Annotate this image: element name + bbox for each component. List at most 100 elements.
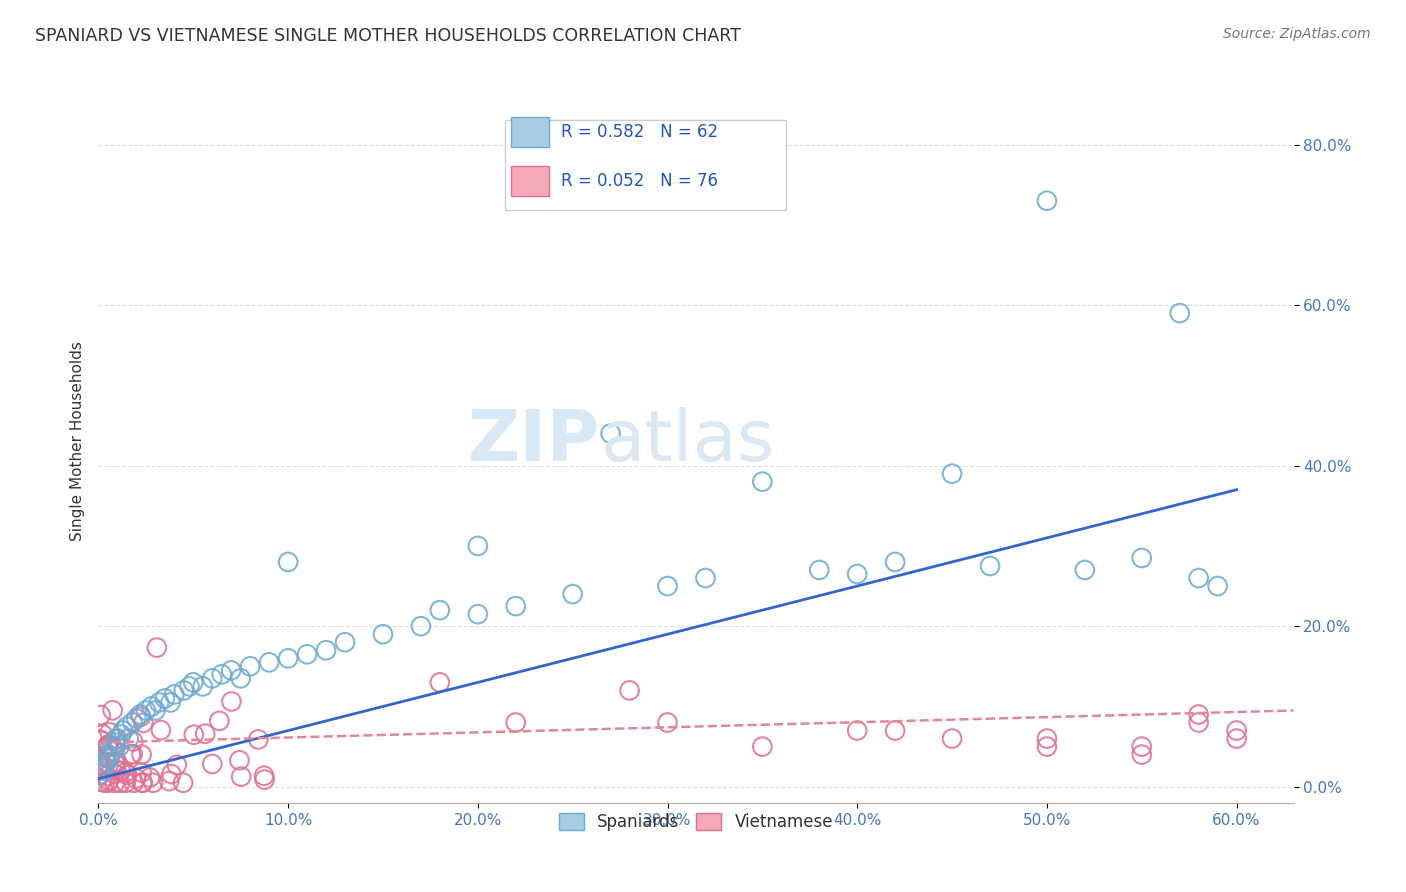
Point bbox=[163, 687, 186, 701]
Point bbox=[429, 603, 451, 617]
Point bbox=[98, 738, 121, 752]
Point bbox=[846, 567, 869, 582]
Point bbox=[172, 776, 194, 790]
Point bbox=[1206, 579, 1229, 593]
Point bbox=[110, 728, 132, 742]
Point bbox=[166, 757, 188, 772]
Text: ZIP: ZIP bbox=[468, 407, 600, 476]
Point bbox=[1130, 739, 1153, 754]
Point bbox=[94, 756, 117, 770]
Point bbox=[884, 555, 907, 569]
Point bbox=[125, 772, 148, 786]
Point bbox=[1226, 731, 1249, 746]
Point bbox=[467, 539, 489, 553]
Point bbox=[183, 728, 205, 742]
Point bbox=[90, 759, 112, 773]
Point bbox=[333, 635, 356, 649]
Point bbox=[257, 655, 280, 669]
Point bbox=[125, 712, 148, 726]
Point bbox=[115, 776, 138, 790]
Point bbox=[94, 748, 117, 763]
Text: SPANIARD VS VIETNAMESE SINGLE MOTHER HOUSEHOLDS CORRELATION CHART: SPANIARD VS VIETNAMESE SINGLE MOTHER HOU… bbox=[35, 27, 741, 45]
Point bbox=[221, 694, 243, 708]
Point bbox=[561, 587, 583, 601]
Point bbox=[1036, 739, 1059, 754]
Point bbox=[253, 769, 276, 783]
Y-axis label: Single Mother Households: Single Mother Households bbox=[69, 342, 84, 541]
Point bbox=[371, 627, 394, 641]
Text: atlas: atlas bbox=[600, 407, 775, 476]
Point bbox=[277, 651, 299, 665]
Point bbox=[1036, 731, 1059, 746]
Point bbox=[141, 699, 163, 714]
Point bbox=[115, 719, 138, 733]
Point bbox=[93, 776, 115, 790]
Point bbox=[89, 767, 111, 781]
Point bbox=[315, 643, 337, 657]
Point bbox=[201, 671, 224, 685]
Point bbox=[619, 683, 641, 698]
Point bbox=[142, 776, 165, 790]
Point bbox=[505, 715, 527, 730]
Point bbox=[148, 696, 170, 710]
Point bbox=[409, 619, 432, 633]
Point bbox=[429, 675, 451, 690]
Point bbox=[105, 755, 128, 769]
Point bbox=[131, 776, 153, 790]
Point bbox=[239, 659, 262, 673]
Point bbox=[104, 756, 127, 770]
Point bbox=[884, 723, 907, 738]
Legend: Spaniards, Vietnamese: Spaniards, Vietnamese bbox=[553, 806, 839, 838]
Point bbox=[208, 714, 231, 728]
Point bbox=[104, 735, 127, 749]
Point bbox=[120, 747, 142, 762]
Point bbox=[90, 775, 112, 789]
Point bbox=[808, 563, 831, 577]
Point bbox=[91, 727, 114, 741]
Point bbox=[1074, 563, 1097, 577]
Point bbox=[90, 708, 112, 723]
Point bbox=[105, 731, 128, 746]
Point bbox=[1226, 723, 1249, 738]
Point bbox=[91, 762, 114, 776]
Point bbox=[131, 765, 153, 780]
Point bbox=[139, 771, 162, 785]
Point bbox=[132, 775, 155, 789]
Point bbox=[118, 731, 141, 746]
Text: R = 0.582   N = 62: R = 0.582 N = 62 bbox=[561, 123, 718, 141]
Point bbox=[231, 770, 253, 784]
Point bbox=[159, 696, 181, 710]
Point bbox=[121, 747, 143, 761]
Point bbox=[135, 703, 157, 717]
Point bbox=[1188, 571, 1211, 585]
Point bbox=[89, 732, 111, 747]
Point bbox=[96, 769, 118, 783]
Point bbox=[228, 753, 250, 767]
FancyBboxPatch shape bbox=[510, 166, 548, 196]
Point bbox=[98, 751, 121, 765]
Point bbox=[100, 739, 122, 754]
Point bbox=[101, 703, 124, 717]
Point bbox=[122, 734, 145, 748]
Point bbox=[104, 732, 127, 747]
FancyBboxPatch shape bbox=[510, 117, 548, 147]
Point bbox=[160, 767, 183, 781]
Point bbox=[97, 747, 120, 762]
Point bbox=[103, 744, 125, 758]
Point bbox=[97, 773, 120, 788]
Point bbox=[90, 734, 112, 748]
Point bbox=[505, 599, 527, 614]
Point bbox=[97, 740, 120, 755]
Point bbox=[97, 776, 120, 790]
Point bbox=[657, 579, 679, 593]
Point bbox=[599, 426, 621, 441]
Point bbox=[1130, 747, 1153, 762]
Point bbox=[122, 776, 145, 790]
Point bbox=[941, 467, 963, 481]
Point bbox=[98, 725, 121, 739]
Point bbox=[181, 675, 204, 690]
Point bbox=[1168, 306, 1191, 320]
Point bbox=[108, 776, 131, 790]
Point bbox=[173, 683, 195, 698]
Point bbox=[979, 558, 1001, 573]
